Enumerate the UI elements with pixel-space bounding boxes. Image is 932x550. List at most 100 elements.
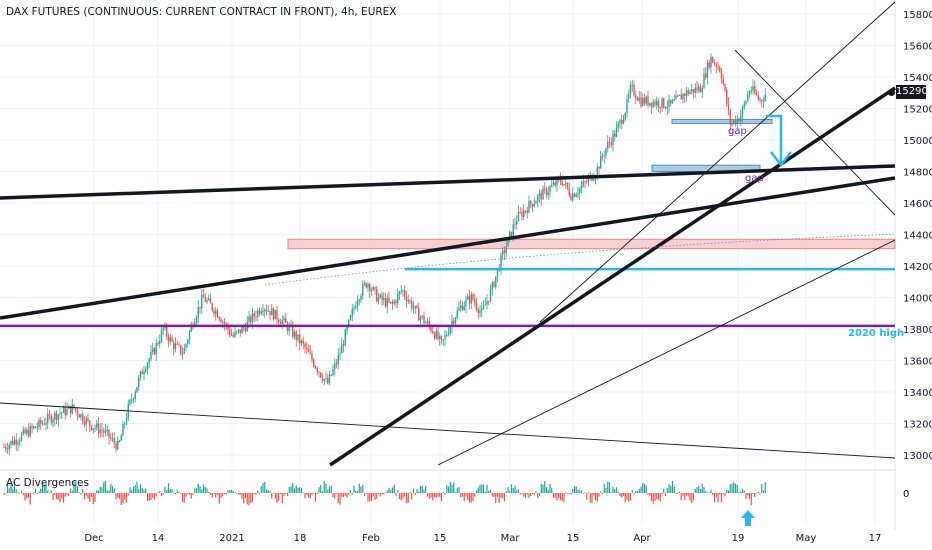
oscillator-bar: [489, 489, 492, 493]
oscillator-bar: [278, 493, 280, 501]
oscillator-bar: [257, 490, 259, 493]
oscillator-bar: [748, 493, 751, 499]
oscillator-bar: [624, 493, 626, 503]
candle-body: [762, 100, 765, 102]
oscillator-bar: [678, 491, 681, 493]
oscillator-bar: [495, 493, 497, 504]
candle-body: [509, 231, 511, 238]
candle-body: [416, 305, 418, 309]
candle-body: [57, 414, 59, 420]
candle-body: [668, 99, 670, 108]
candle-body: [174, 343, 177, 350]
oscillator-bar: [621, 493, 623, 498]
oscillator-bar: [605, 488, 607, 493]
gap-box: [671, 119, 773, 125]
indicator-title: AC Divergences: [6, 477, 89, 489]
oscillator-bar: [75, 481, 77, 493]
y-tick-label: 15000: [903, 136, 932, 147]
oscillator-bar: [722, 493, 724, 494]
candle-body: [181, 353, 184, 355]
y-tick-label: 13400: [903, 388, 932, 399]
candle-body: [605, 148, 607, 156]
oscillator-bar: [442, 491, 444, 493]
candle-body: [6, 448, 9, 450]
candle-body: [491, 282, 493, 290]
oscillator-bar: [243, 493, 245, 504]
candle-body: [206, 300, 208, 302]
oscillator-bar: [27, 493, 30, 498]
oscillator-bar: [318, 487, 320, 493]
oscillator-bar: [195, 488, 198, 493]
oscillator-bar: [358, 483, 360, 493]
oscillator-bar: [465, 493, 467, 497]
candle-body: [715, 63, 717, 67]
candle-body: [293, 331, 296, 337]
oscillator-bar: [432, 493, 434, 501]
oscillator-bar: [108, 490, 110, 493]
oscillator-bar: [661, 493, 663, 495]
oscillator-bar: [761, 483, 763, 493]
oscillator-bar: [631, 489, 633, 493]
oscillator-bar: [89, 493, 91, 502]
oscillator-bar: [122, 493, 124, 504]
candle-body: [710, 56, 712, 68]
oscillator-bar: [124, 493, 126, 500]
candle-body: [195, 317, 198, 323]
oscillator-bar: [155, 493, 157, 497]
oscillator-bar: [638, 488, 640, 493]
candle-body: [43, 423, 45, 425]
candle-body: [404, 290, 406, 297]
oscillator-bar: [481, 484, 483, 493]
candle-body: [514, 224, 516, 226]
candle-body: [388, 298, 390, 302]
candle-body: [531, 204, 534, 207]
candle-body: [306, 347, 308, 349]
candle-body: [80, 414, 82, 418]
oscillator-bar: [218, 493, 220, 504]
oscillator-bar: [456, 487, 458, 493]
candle-body: [701, 88, 703, 93]
oscillator-bar: [430, 493, 432, 498]
last-price-badge[interactable]: 15290: [896, 85, 928, 99]
oscillator-bar: [615, 487, 618, 493]
candle-body: [164, 326, 166, 329]
oscillator-bar: [745, 493, 747, 499]
oscillator-bar: [29, 493, 31, 505]
candle-body: [115, 443, 117, 450]
oscillator-bar: [514, 485, 516, 493]
candle-body: [640, 97, 642, 106]
candle-body: [47, 414, 49, 424]
candle-body: [272, 308, 275, 320]
zones: [287, 119, 896, 250]
candle-body: [120, 435, 122, 441]
candle-body: [719, 67, 721, 72]
candle-body: [89, 420, 91, 426]
oscillator-bar: [582, 493, 584, 494]
oscillator-bar: [139, 483, 142, 493]
oscillator-bar: [747, 493, 749, 496]
oscillator-bar: [138, 489, 140, 493]
candle-body: [85, 418, 87, 425]
candle-body: [253, 313, 255, 317]
candle-body: [535, 201, 537, 204]
candle-body: [50, 415, 52, 423]
candle-body: [614, 133, 616, 137]
oscillator-bar: [34, 488, 37, 493]
oscillator-bar: [414, 493, 416, 495]
oscillator-bar: [418, 491, 420, 493]
oscillator-bar: [374, 493, 376, 500]
candle-body: [698, 86, 700, 91]
oscillator-bar: [755, 492, 758, 494]
oscillator-bar: [461, 493, 464, 497]
candle-body: [334, 363, 336, 370]
x-tick-label: 19: [732, 533, 745, 544]
candle-body: [743, 103, 745, 108]
candle-body: [94, 427, 96, 429]
candle-body: [379, 294, 381, 298]
candle-body: [248, 316, 250, 322]
candle-body: [748, 91, 751, 96]
oscillator-bar: [479, 484, 481, 493]
oscillator-bar: [559, 493, 562, 501]
candle-body: [278, 319, 280, 323]
